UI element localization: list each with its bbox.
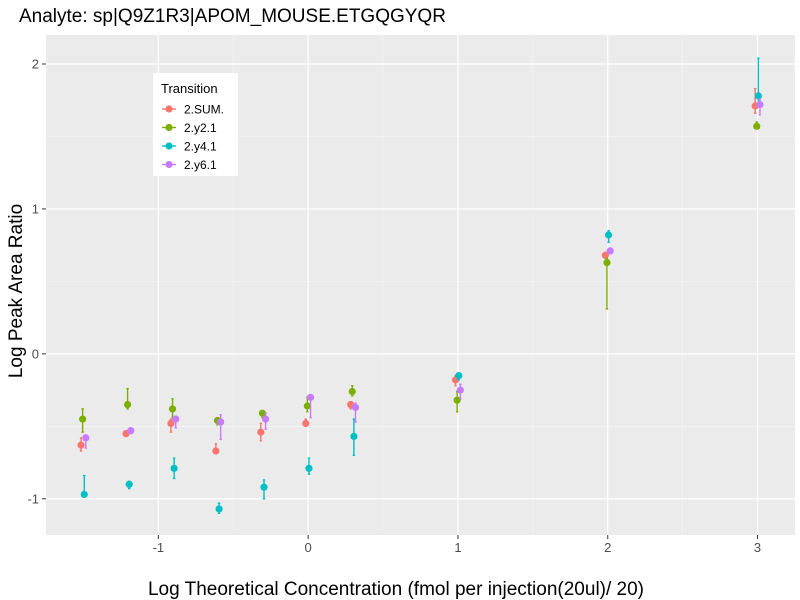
series-2.y4.1 [80,57,762,514]
data-point [753,122,761,130]
legend-label: 2.SUM. [184,103,224,117]
data-point [167,419,175,428]
legend-item: 2.y2.1 [162,121,217,135]
legend-item: 2.y4.1 [162,140,217,154]
data-point [455,371,463,380]
y-axis-title: Log Peak Area Ratio [6,204,27,378]
legend-label: 2.y6.1 [184,158,217,172]
data-point [262,415,270,423]
data-point [604,231,613,239]
data-point [453,396,461,404]
x-tick-label: 2 [604,540,611,555]
data-point [212,447,220,455]
data-point [123,400,132,409]
data-point [306,393,315,401]
data-point [603,258,611,267]
data-point [257,428,265,436]
data-point [348,387,356,396]
legend-key-point [165,105,173,113]
data-point [305,464,313,472]
y-tick-label: 2 [32,56,39,71]
data-point [350,432,358,441]
data-point [80,490,88,499]
data-point [456,386,464,394]
data-point [82,434,90,442]
chart-title: Analyte: sp|Q9Z1R3|APOM_MOUSE.ETGQGYQR [19,6,446,27]
data-point [215,505,223,513]
y-tick-label: 1 [32,201,39,216]
legend-key-point [165,160,173,169]
legend-title: Transition [161,81,218,96]
data-point [302,419,310,428]
x-tick-label: -1 [153,540,165,555]
data-point [351,403,360,412]
series-2.SUM. [77,87,759,455]
y-tick-label: -1 [27,491,39,506]
data-point [77,441,85,449]
x-tick-label: 0 [305,540,312,555]
legend-item: 2.y6.1 [162,158,217,172]
legend-key-point [165,123,173,132]
data-point [606,247,614,255]
y-tick-label: 0 [32,346,39,361]
legend-label: 2.y2.1 [184,121,217,135]
series-2.y6.1 [82,98,764,449]
data-point [601,251,609,259]
legend: Transition 2.SUM. 2.y2.1 2.y4.1 2.y6.1 [153,73,238,176]
legend-key-point [165,142,173,150]
legend-item: 2.SUM. [162,103,224,117]
y-axis: -1 0 1 2 [27,56,46,506]
legend-label: 2.y4.1 [184,140,217,154]
data-marks [77,57,764,514]
data-point [756,100,764,109]
data-point [303,402,311,410]
x-axis-title: Log Theoretical Concentration (fmol per … [148,579,644,600]
data-point [170,464,178,472]
x-axis: -1 0 1 2 3 [153,535,761,555]
x-tick-label: 3 [754,540,761,555]
data-point [754,92,762,100]
data-point [172,415,180,423]
x-tick-label: 1 [454,540,461,555]
data-point [258,409,267,417]
data-point [127,427,135,435]
data-point [79,415,87,423]
data-point [125,480,133,488]
data-point [260,483,268,491]
data-point [217,418,225,426]
data-point [168,405,177,413]
